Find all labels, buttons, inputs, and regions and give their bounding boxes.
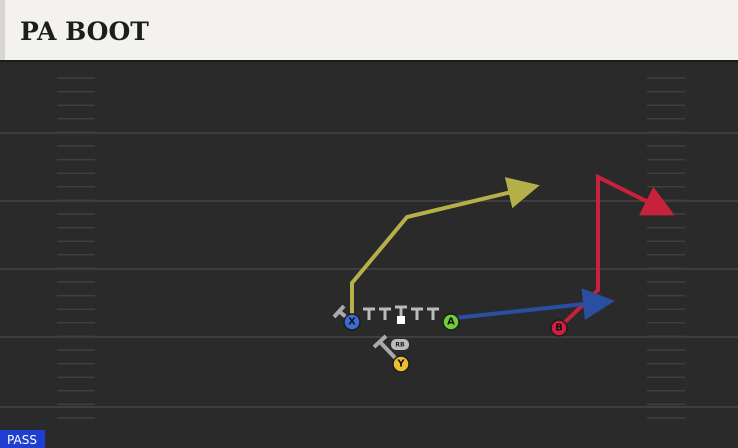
play-type-badge <box>0 430 45 448</box>
field <box>0 62 738 448</box>
header-accent <box>0 0 5 60</box>
player-b <box>550 319 568 337</box>
route-b <box>557 173 675 330</box>
player-a <box>442 313 460 331</box>
player-x <box>343 313 361 331</box>
play-title: PA BOOT <box>20 17 149 46</box>
linemen <box>363 305 439 320</box>
header-bar <box>0 0 738 60</box>
player-label: B <box>555 323 563 334</box>
player-y <box>392 355 410 373</box>
rb-badge <box>391 339 409 350</box>
player-label: Y <box>396 359 405 370</box>
route-a <box>454 288 615 321</box>
player-label: RB <box>395 342 405 349</box>
player-label: X <box>348 317 356 328</box>
route-x <box>350 177 540 318</box>
center <box>397 316 405 324</box>
play-type: PASS <box>7 433 37 447</box>
yard-lines <box>0 132 738 408</box>
player-label: A <box>447 317 455 328</box>
